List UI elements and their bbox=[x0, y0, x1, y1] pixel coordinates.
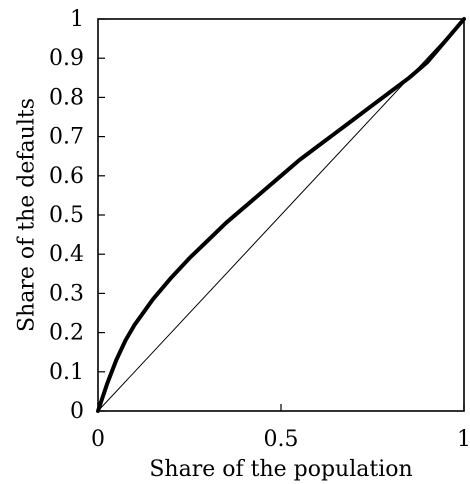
y-tick-label: 0.3 bbox=[49, 281, 84, 306]
y-tick-label: 0 bbox=[70, 399, 84, 424]
y-axis: 0 0.1 0.2 0.3 0.4 0.5 0.6 0.7 0.8 0.9 1 bbox=[49, 7, 105, 424]
x-axis-label: Share of the population bbox=[149, 457, 412, 482]
y-tick-label: 0.6 bbox=[49, 164, 84, 189]
y-tick-label: 0.8 bbox=[49, 85, 84, 110]
diagonal-reference-line bbox=[97, 18, 465, 412]
y-tick-label: 0.7 bbox=[49, 125, 84, 150]
x-axis: 0 0.5 1 bbox=[91, 404, 470, 452]
x-tick-label: 0.5 bbox=[264, 427, 299, 452]
x-tick-label: 0 bbox=[91, 427, 105, 452]
plot-area bbox=[96, 17, 466, 413]
curve-series-line bbox=[96, 17, 466, 413]
y-tick-label: 0.5 bbox=[49, 203, 84, 228]
y-tick-label: 1 bbox=[70, 7, 84, 32]
y-tick-label: 0.2 bbox=[49, 321, 84, 346]
y-tick-label: 0.9 bbox=[49, 46, 84, 71]
y-tick-label: 0.1 bbox=[49, 360, 84, 385]
y-tick-label: 0.4 bbox=[49, 242, 84, 267]
y-axis-label: Share of the defaults bbox=[15, 98, 40, 332]
x-tick-label: 1 bbox=[457, 427, 470, 452]
